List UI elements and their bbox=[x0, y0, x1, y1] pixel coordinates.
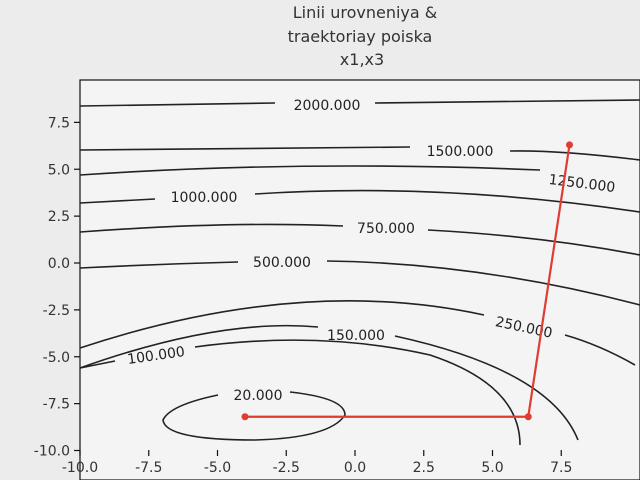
contour-label-150: 150.000 bbox=[327, 328, 385, 344]
contour-line-500 bbox=[79, 261, 239, 269]
x-tick-label: 5.0 bbox=[481, 460, 503, 476]
contour-line-750 bbox=[79, 223, 344, 233]
title-line-2: traektoriay poiska bbox=[288, 27, 433, 46]
y-tick-label: 5.0 bbox=[48, 162, 70, 178]
y-tick-label: -2.5 bbox=[43, 303, 70, 319]
contour-line-2000 bbox=[374, 99, 640, 104]
contour-line-150 bbox=[79, 324, 319, 369]
contour-line-20 bbox=[162, 391, 346, 441]
x-tick-label: -10.0 bbox=[62, 460, 98, 476]
trajectory-point bbox=[241, 413, 249, 421]
y-tick-label: -7.5 bbox=[43, 397, 70, 413]
y-axis: -10.0 -7.5 -5.0 -2.5 0.0 2.5 5.0 7.5 bbox=[34, 115, 80, 460]
contour-label-1500: 1500.000 bbox=[427, 144, 494, 160]
contour-line-1000 bbox=[79, 198, 156, 204]
trajectory-segment bbox=[527, 144, 571, 417]
trajectory-point bbox=[524, 413, 532, 421]
contour-line-2000 bbox=[79, 102, 276, 107]
x-tick-label: -2.5 bbox=[273, 460, 300, 476]
x-axis: -10.0 -7.5 -5.0 -2.5 0.0 2.5 5.0 7.5 bbox=[62, 450, 572, 476]
contour-line-750 bbox=[427, 229, 640, 256]
title-line-1: Linii urovneniya & bbox=[293, 3, 438, 22]
plot-area bbox=[79, 79, 640, 480]
y-tick-label: -10.0 bbox=[34, 444, 70, 460]
contour-label-500: 500.000 bbox=[253, 255, 311, 271]
contour-label-2000: 2000.000 bbox=[294, 98, 361, 114]
contour-label-750: 750.000 bbox=[357, 221, 415, 237]
contour-line-100 bbox=[194, 339, 521, 446]
contour-line-1500 bbox=[79, 146, 411, 151]
contour-label-1000: 1000.000 bbox=[171, 190, 238, 206]
x-tick-label: 2.5 bbox=[413, 460, 435, 476]
search-trajectory bbox=[241, 141, 573, 421]
contour-line-1000 bbox=[254, 189, 640, 213]
x-tick-label: -5.0 bbox=[204, 460, 231, 476]
contour-line-500 bbox=[326, 260, 640, 306]
contour-lines bbox=[79, 99, 640, 446]
contour-label-20: 20.000 bbox=[234, 388, 283, 404]
chart-title: Linii urovneniya & traektoriay poiska x1… bbox=[288, 3, 438, 69]
contour-line-100 bbox=[79, 360, 116, 369]
y-tick-label: -5.0 bbox=[43, 350, 70, 366]
contour-line-1250 bbox=[79, 165, 541, 176]
x-tick-label: -7.5 bbox=[135, 460, 162, 476]
y-tick-label: 7.5 bbox=[48, 115, 70, 131]
contour-line-250 bbox=[79, 300, 485, 349]
y-tick-label: 2.5 bbox=[48, 209, 70, 225]
contour-line-150 bbox=[394, 335, 579, 441]
title-line-3: x1,x3 bbox=[340, 50, 384, 69]
contour-line-250 bbox=[564, 334, 636, 366]
contour-label-100: 100.000 bbox=[126, 344, 186, 368]
x-tick-label: 0.0 bbox=[344, 460, 366, 476]
x-tick-label: 7.5 bbox=[550, 460, 572, 476]
y-tick-label: 0.0 bbox=[48, 256, 70, 272]
trajectory-point bbox=[566, 141, 573, 149]
